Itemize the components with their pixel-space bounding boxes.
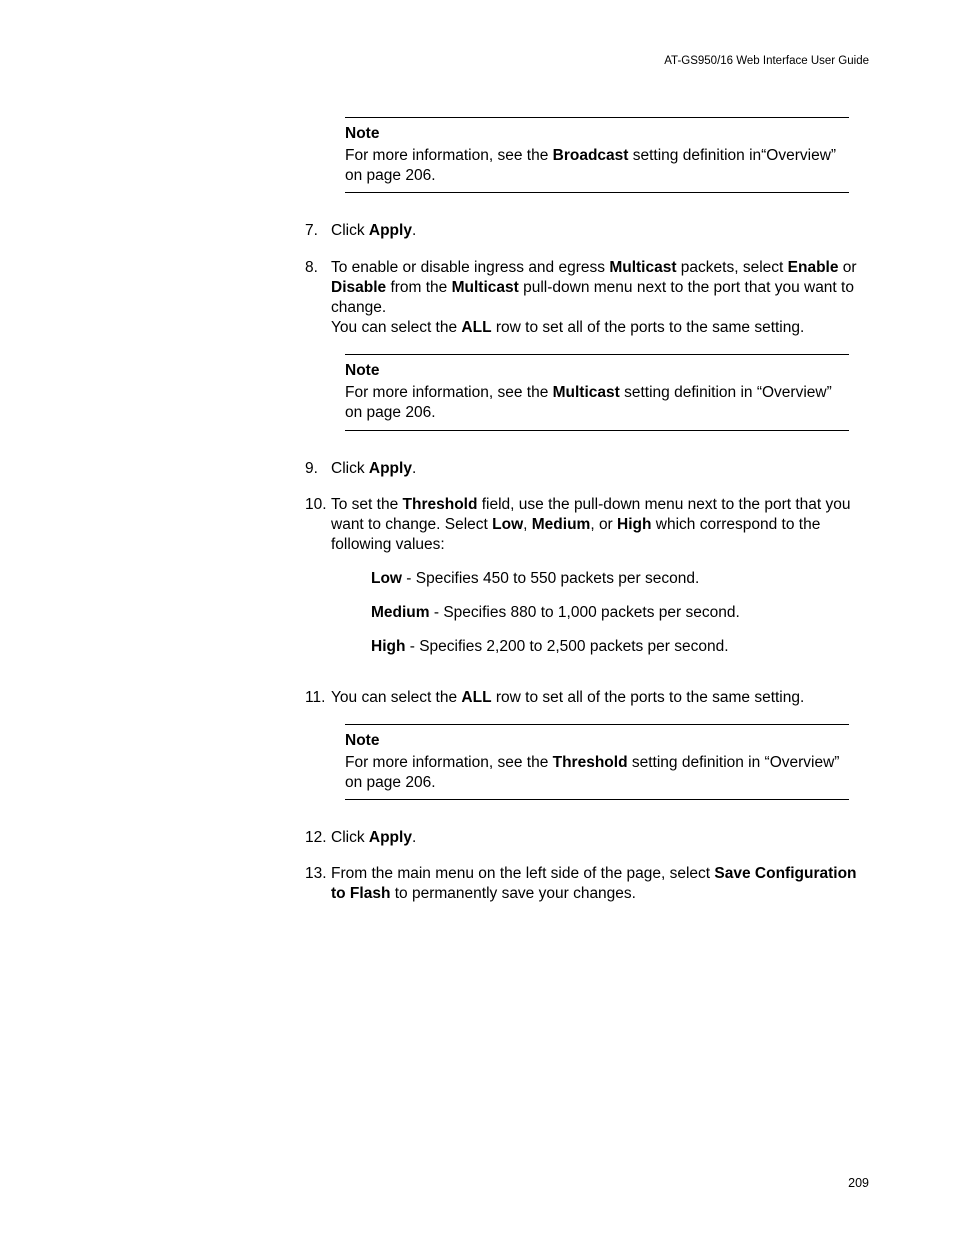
low-text: - Specifies 450 to 550 packets per secon…	[402, 570, 699, 587]
note-bold: Threshold	[553, 754, 628, 771]
threshold-medium: Medium - Specifies 880 to 1,000 packets …	[371, 603, 869, 623]
threshold-high: High - Specifies 2,200 to 2,500 packets …	[371, 637, 869, 657]
step-text: or	[838, 259, 856, 276]
step-text: packets, select	[677, 259, 788, 276]
step-text: Click	[331, 222, 369, 239]
step-text: Click	[331, 829, 369, 846]
step-number: 10.	[305, 495, 331, 672]
note-bold: Broadcast	[553, 147, 629, 164]
step-number: 7.	[305, 221, 331, 241]
step-13: 13. From the main menu on the left side …	[305, 864, 869, 904]
all-label: ALL	[461, 689, 491, 706]
disable-label: Disable	[331, 279, 386, 296]
note-body: For more information, see the Threshold …	[345, 753, 849, 793]
medium-text: - Specifies 880 to 1,000 packets per sec…	[430, 604, 740, 621]
page-number: 209	[848, 1176, 869, 1190]
multicast-label: Multicast	[452, 279, 519, 296]
step-text: .	[412, 829, 416, 846]
step-text: to permanently save your changes.	[390, 885, 636, 902]
step-text: row to set all of the ports to the same …	[492, 689, 805, 706]
threshold-values-list: Low - Specifies 450 to 550 packets per s…	[371, 569, 869, 657]
note-title: Note	[345, 731, 849, 751]
step-9: 9. Click Apply.	[305, 459, 869, 479]
multicast-label: Multicast	[609, 259, 676, 276]
note-body: For more information, see the Broadcast …	[345, 146, 849, 186]
threshold-low: Low - Specifies 450 to 550 packets per s…	[371, 569, 869, 589]
medium-bold: Medium	[371, 604, 430, 621]
document-page: AT-GS950/16 Web Interface User Guide Not…	[0, 0, 954, 1235]
note-text: For more information, see the	[345, 147, 553, 164]
high-bold: High	[371, 638, 405, 655]
note-text: For more information, see the	[345, 384, 553, 401]
note-text: For more information, see the	[345, 754, 553, 771]
step-number: 11.	[305, 688, 331, 708]
apply-label: Apply	[369, 829, 412, 846]
note-title: Note	[345, 361, 849, 381]
step-body: You can select the ALL row to set all of…	[331, 688, 869, 708]
step-body: Click Apply.	[331, 828, 869, 848]
note-multicast: Note For more information, see the Multi…	[345, 354, 849, 430]
high-label: High	[617, 516, 651, 533]
step-12: 12. Click Apply.	[305, 828, 869, 848]
step-11: 11. You can select the ALL row to set al…	[305, 688, 869, 708]
all-label: ALL	[461, 319, 491, 336]
step-body: To enable or disable ingress and egress …	[331, 258, 869, 339]
apply-label: Apply	[369, 222, 412, 239]
step-text: To set the	[331, 496, 403, 513]
enable-label: Enable	[788, 259, 839, 276]
low-label: Low	[492, 516, 523, 533]
note-broadcast: Note For more information, see the Broad…	[345, 117, 849, 193]
step-text: You can select the	[331, 689, 461, 706]
step-text: ,	[523, 516, 532, 533]
step-body: From the main menu on the left side of t…	[331, 864, 869, 904]
step-8: 8. To enable or disable ingress and egre…	[305, 258, 869, 339]
step-text: To enable or disable ingress and egress	[331, 259, 609, 276]
page-header: AT-GS950/16 Web Interface User Guide	[80, 55, 874, 67]
low-bold: Low	[371, 570, 402, 587]
apply-label: Apply	[369, 460, 412, 477]
step-body: Click Apply.	[331, 221, 869, 241]
note-title: Note	[345, 124, 849, 144]
step-text: You can select the	[331, 319, 461, 336]
step-text: From the main menu on the left side of t…	[331, 865, 714, 882]
step-text: .	[412, 460, 416, 477]
note-threshold: Note For more information, see the Thres…	[345, 724, 849, 800]
note-bold: Multicast	[553, 384, 620, 401]
step-number: 8.	[305, 258, 331, 339]
note-body: For more information, see the Multicast …	[345, 383, 849, 423]
step-7: 7. Click Apply.	[305, 221, 869, 241]
high-text: - Specifies 2,200 to 2,500 packets per s…	[405, 638, 728, 655]
step-body: Click Apply.	[331, 459, 869, 479]
page-content: Note For more information, see the Broad…	[305, 117, 869, 905]
threshold-label: Threshold	[403, 496, 478, 513]
step-text: Click	[331, 460, 369, 477]
step-number: 9.	[305, 459, 331, 479]
step-number: 12.	[305, 828, 331, 848]
step-10: 10. To set the Threshold field, use the …	[305, 495, 869, 672]
header-title: AT-GS950/16 Web Interface User Guide	[664, 55, 869, 67]
step-text: , or	[590, 516, 617, 533]
step-body: To set the Threshold field, use the pull…	[331, 495, 869, 672]
step-text: row to set all of the ports to the same …	[492, 319, 805, 336]
step-text: .	[412, 222, 416, 239]
step-text: from the	[386, 279, 451, 296]
step-number: 13.	[305, 864, 331, 904]
medium-label: Medium	[532, 516, 591, 533]
